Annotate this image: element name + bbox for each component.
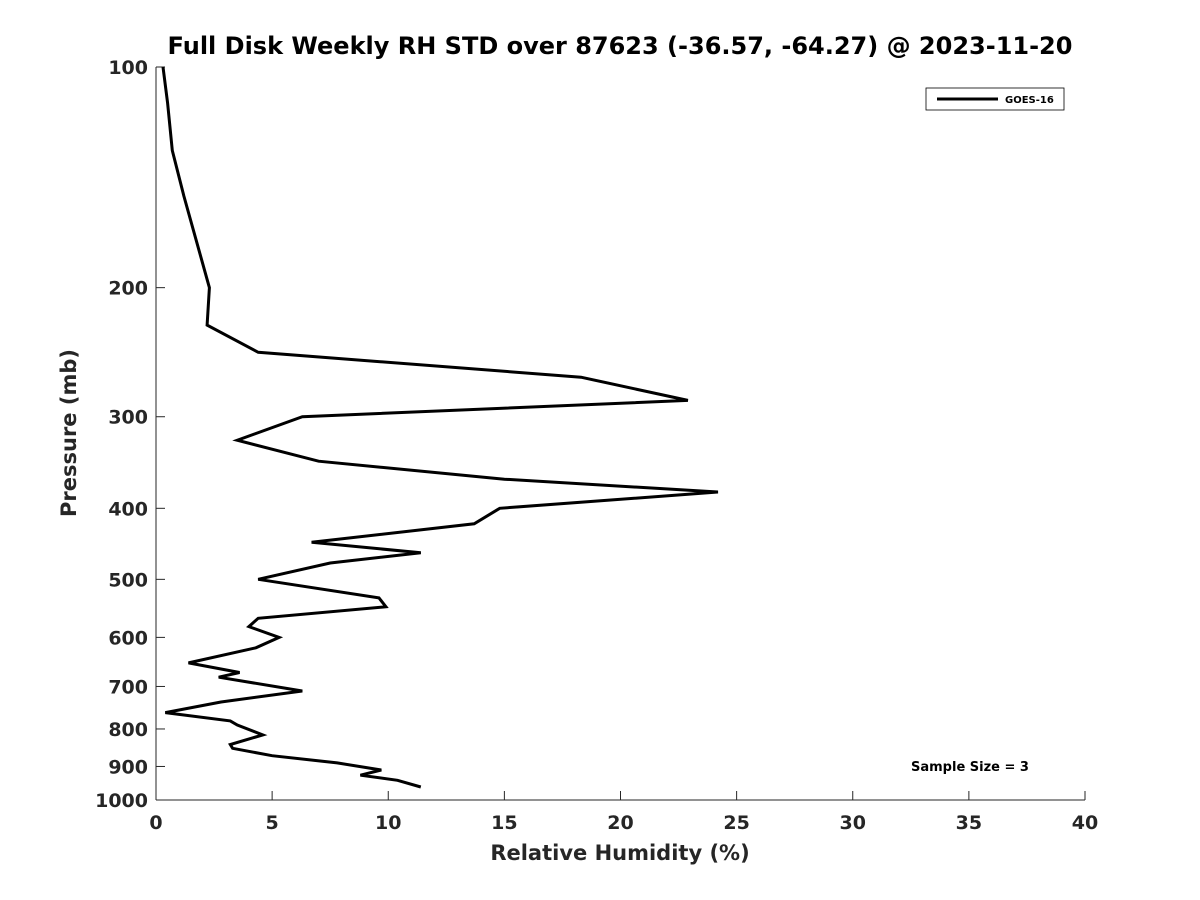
legend-label-goes-16: GOES-16 xyxy=(1005,95,1054,106)
y-tick-label: 300 xyxy=(108,407,148,429)
y-ticks: 100 200 300 400 500 600 700 800 900 1000 xyxy=(95,57,165,812)
y-tick-label: 1000 xyxy=(95,790,148,812)
y-tick-label: 500 xyxy=(108,569,148,591)
y-tick-label: 200 xyxy=(108,278,148,300)
series-layer xyxy=(161,66,719,789)
sample-size-annotation: Sample Size = 3 xyxy=(911,760,1029,775)
x-tick-label: 25 xyxy=(723,812,749,834)
x-tick-label: 10 xyxy=(375,812,401,834)
y-axis-label: Pressure (mb) xyxy=(57,349,81,517)
x-tick-label: 20 xyxy=(607,812,633,834)
x-tick-label: 0 xyxy=(149,812,162,834)
y-tick-label: 900 xyxy=(108,756,148,778)
y-tick-label: 600 xyxy=(108,627,148,649)
y-tick-label: 100 xyxy=(108,57,148,79)
x-tick-label: 5 xyxy=(266,812,279,834)
x-tick-label: 15 xyxy=(491,812,517,834)
chart-title: Full Disk Weekly RH STD over 87623 (-36.… xyxy=(168,32,1073,60)
y-tick-label: 400 xyxy=(108,498,148,520)
x-axis-label: Relative Humidity (%) xyxy=(490,841,749,865)
x-tick-label: 30 xyxy=(840,812,866,834)
legend: GOES-16 xyxy=(925,87,1065,111)
x-tick-label: 35 xyxy=(956,812,982,834)
x-ticks: 0 5 10 15 20 25 30 35 40 xyxy=(149,791,1098,834)
y-tick-label: 700 xyxy=(108,676,148,698)
y-tick-label: 800 xyxy=(108,719,148,741)
series-line-goes-16 xyxy=(161,66,719,789)
x-tick-label: 40 xyxy=(1072,812,1098,834)
